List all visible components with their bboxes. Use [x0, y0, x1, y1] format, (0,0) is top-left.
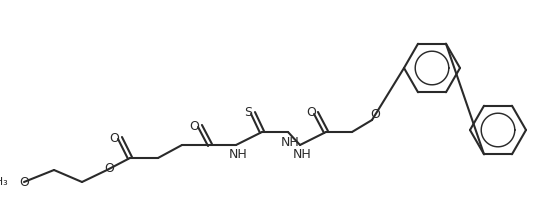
Text: O: O — [189, 120, 199, 132]
Text: S: S — [244, 106, 252, 120]
Text: O: O — [306, 106, 316, 120]
Text: O: O — [370, 109, 380, 121]
Text: O: O — [109, 131, 119, 145]
Text: NH: NH — [293, 148, 311, 162]
Text: O: O — [104, 162, 114, 174]
Text: NH: NH — [281, 135, 300, 148]
Text: O: O — [19, 176, 29, 188]
Text: NH: NH — [228, 148, 248, 162]
Text: CH₃: CH₃ — [0, 177, 8, 187]
